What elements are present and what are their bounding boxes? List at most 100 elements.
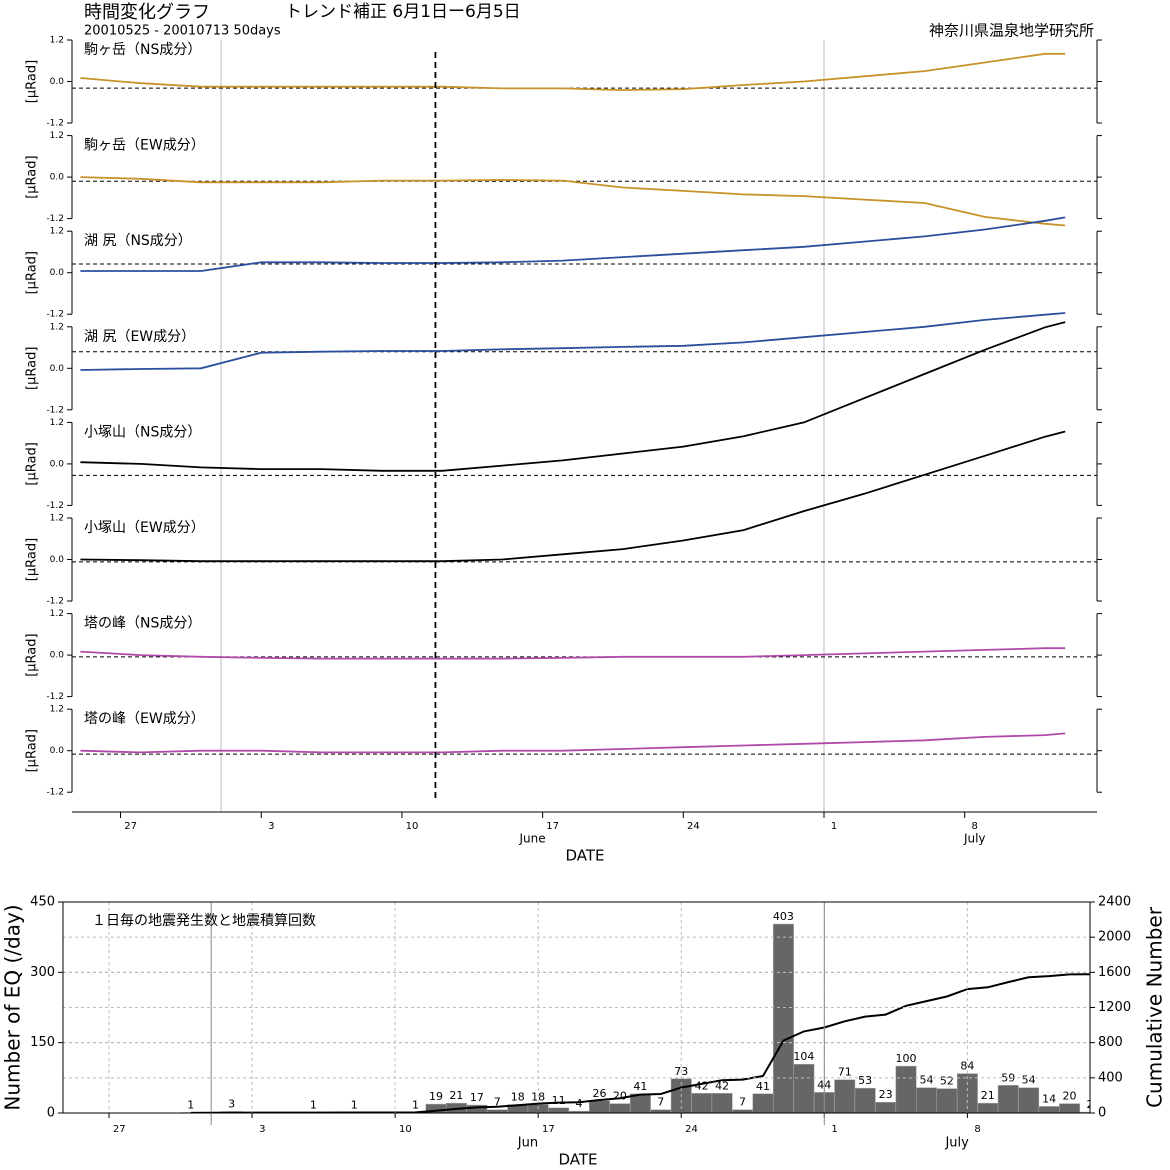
y-tick-label: -1.2 [46,501,64,511]
y-tick-label: 150 [30,1035,55,1050]
y-tick-label: 300 [30,965,55,980]
bar [752,1093,774,1113]
bar [875,1101,897,1113]
y-tick-label: 450 [30,895,55,910]
x-tick-label: 27 [124,821,137,832]
bar-label: 19 [429,1090,443,1103]
bar-label: 54 [919,1074,933,1087]
y2-tick-label: 0 [1098,1106,1106,1121]
bar-label: 41 [756,1080,770,1093]
y-tick-label: 0.0 [50,555,65,565]
bar-label: 403 [773,910,794,923]
y-tick-label: -1.2 [46,310,64,320]
y-tick-label: -1.2 [46,119,64,129]
x-axis-label: DATE [558,1151,597,1169]
bar [997,1085,1019,1113]
y-axis-label: Number of EQ (/day) [1,904,25,1110]
y2-tick-label: 400 [1098,1070,1123,1085]
y2-axis-label: Cumulative Number [1143,906,1167,1108]
y-tick-label: -1.2 [46,597,64,607]
panel-title: 塔の峰（NS成分） [84,616,201,632]
bar [1018,1087,1040,1113]
y-tick-label: 1.2 [50,322,64,332]
bar [691,1093,713,1113]
panel-title: 駒ヶ岳（NS成分） [84,42,201,58]
cumulative-line [190,973,1090,1113]
y-tick-label: 1.2 [50,514,64,524]
bar [916,1087,937,1113]
x-tick-label: 8 [974,1124,980,1135]
month-label: Jun [517,1136,538,1151]
bar [834,1079,856,1113]
bar-label: 21 [449,1089,463,1102]
bar [1038,1106,1060,1113]
bar-label: 7 [739,1096,746,1109]
bar-label: 18 [511,1091,525,1104]
month-label: July [963,832,986,846]
series-line [80,430,1066,563]
y-tick-label: -1.2 [46,788,64,798]
x-axis-label: DATE [565,847,604,865]
bar-label: 42 [695,1079,709,1092]
bar-label: 52 [940,1075,954,1088]
bar-label: 104 [793,1050,814,1063]
series-line [80,312,1066,371]
bar-label: 3 [228,1098,235,1111]
y-tick-label: 1.2 [50,227,64,237]
bar-label: 59 [1001,1071,1015,1084]
bar [589,1100,610,1113]
bar-label: 1 [187,1099,194,1112]
y-tick-label: 1.2 [50,418,64,428]
bar [793,1063,815,1113]
bar-label: 7 [494,1096,501,1109]
y-axis-label: [μRad] [25,60,40,103]
bar-label: 100 [896,1052,917,1065]
annotation: １日毎の地震発生数と地震積算回数 [92,913,316,929]
x-tick-label: 27 [113,1124,126,1135]
series-line [80,647,1066,660]
x-tick-label: 8 [972,821,978,832]
plot-frame [62,901,1091,1114]
bar-label: 11 [552,1094,566,1107]
panel-title: 小塚山（NS成分） [84,424,201,440]
bar-label: 23 [879,1088,893,1101]
y-tick-label: 0.0 [50,77,65,87]
x-tick-label: 17 [542,1124,555,1135]
bar [895,1065,917,1113]
x-tick-label: 24 [687,821,700,832]
y-tick-label: 0.0 [50,459,65,469]
y-tick-label: 0.0 [50,746,65,756]
bar [1059,1103,1081,1113]
y-axis-label: [μRad] [25,347,40,390]
panel-title: 塔の峰（EW成分） [84,711,205,727]
bar-label: 54 [1022,1074,1036,1087]
y2-tick-label: 1600 [1098,965,1131,980]
y-axis-label: [μRad] [25,155,40,198]
month-label: July [944,1136,969,1151]
bar-label: 14 [1042,1092,1056,1105]
y2-tick-label: 800 [1098,1035,1123,1050]
x-tick-label: 24 [685,1124,698,1135]
bar [548,1107,570,1113]
y-tick-label: 0.0 [50,173,65,183]
y-tick-label: 1.2 [50,609,64,619]
y-tick-label: 1.2 [50,131,64,141]
series-line [80,176,1066,227]
bar-label: 7 [657,1096,664,1109]
y2-tick-label: 1200 [1098,1000,1131,1015]
bar-label: 71 [838,1066,852,1079]
bar-label: 18 [531,1091,545,1104]
y-axis-label: [μRad] [25,251,40,294]
bar-label: 21 [981,1089,995,1102]
period: 20010525 - 20010713 50days [84,24,281,39]
bar-label: 1 [412,1099,419,1112]
bar [936,1088,958,1113]
bar-label: 1 [351,1099,358,1112]
panel-title: 小塚山（EW成分） [84,520,205,536]
bar [977,1102,999,1113]
bar-label: 2 [1087,1098,1094,1111]
bar-label: 17 [470,1091,484,1104]
bar-label: 4 [576,1097,583,1110]
y-tick-label: 0 [47,1106,55,1121]
x-tick-label: 3 [259,1124,265,1135]
